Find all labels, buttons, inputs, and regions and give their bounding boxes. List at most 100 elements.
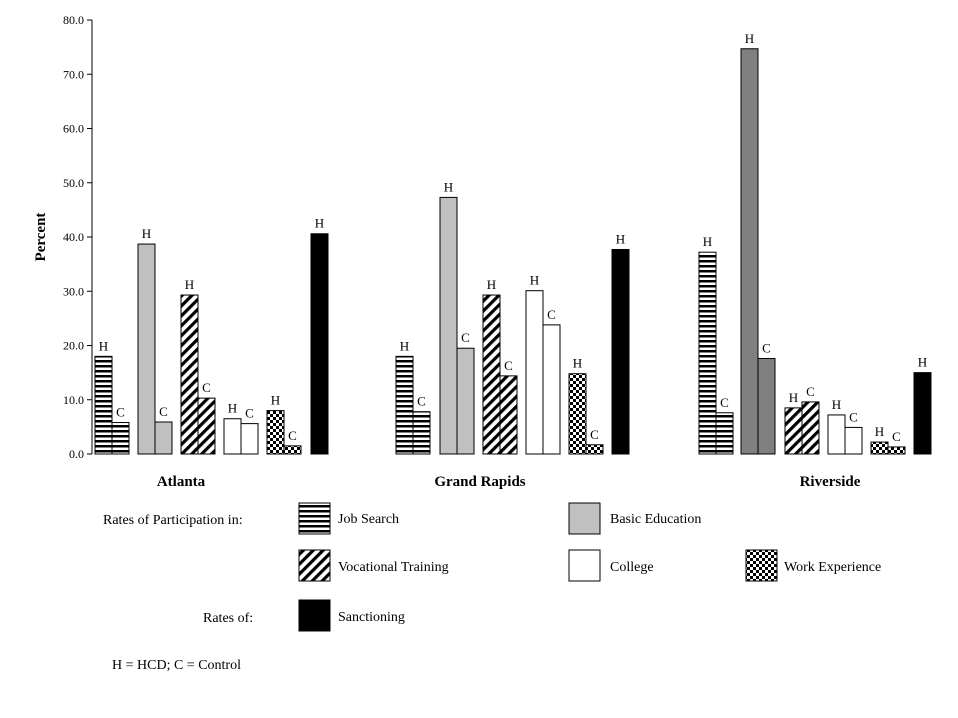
y-tick-label: 50.0 — [63, 176, 84, 190]
bar-tag-label: C — [547, 307, 556, 322]
bar-tag-label: H — [832, 397, 841, 412]
bar-vocational-training-c — [801, 401, 820, 455]
bar-tag-label: H — [616, 231, 625, 246]
bar-tag-label: H — [789, 390, 798, 405]
bar-tag-label: C — [116, 405, 125, 420]
bar-tag-label: H — [530, 273, 539, 288]
bar-tag-label: H — [573, 356, 582, 371]
bar-tag-label: C — [202, 380, 211, 395]
group-labels: Atlanta Grand Rapids Riverside — [157, 474, 861, 490]
bar-tag-label: H — [228, 401, 237, 416]
bar-tag-label: H — [400, 338, 409, 353]
bar-college-c — [240, 423, 259, 455]
bar-tag-label: H — [315, 216, 324, 231]
bar-basic-education-h — [740, 48, 759, 455]
bar-basic-education-h — [137, 243, 156, 455]
group-label: Grand Rapids — [434, 474, 525, 490]
bar-tag-label: C — [159, 404, 168, 419]
bar-college-h — [223, 418, 242, 455]
y-axis-label: Percent — [33, 213, 49, 262]
y-tick-label: 10.0 — [63, 393, 84, 407]
bar-work-experience-c — [585, 444, 604, 455]
legend: Rates of Participation in: Rates of: Job… — [103, 502, 881, 673]
bar-vocational-training-c — [197, 397, 216, 455]
bar-tag-label: H — [142, 226, 151, 241]
bar-tag-label: H — [444, 179, 453, 194]
y-tick-label: 0.0 — [69, 447, 84, 461]
bar-tag-label: H — [99, 338, 108, 353]
bar-tag-label: H — [487, 277, 496, 292]
bar-basic-education-h — [439, 196, 458, 455]
bar-tag-label: C — [806, 384, 815, 399]
legend-swatch-basic-education — [568, 502, 601, 535]
legend-label-college: College — [610, 560, 654, 575]
legend-participation-label: Rates of Participation in: — [103, 513, 243, 528]
bar-sanctioning-h — [913, 372, 932, 455]
bar-basic-education-c — [154, 421, 173, 455]
legend-label-work-experience: Work Experience — [784, 560, 881, 575]
legend-swatch-job-search — [298, 502, 331, 535]
legend-swatch-sanctioning — [298, 599, 331, 632]
group-label: Riverside — [800, 474, 861, 490]
bar-vocational-training-h — [180, 294, 199, 455]
bar-tag-label: C — [245, 406, 254, 421]
bar-college-h — [827, 414, 846, 455]
bar-work-experience-c — [887, 446, 906, 455]
bar-tag-label: C — [417, 394, 426, 409]
legend-swatch-vocational-training — [298, 549, 331, 582]
bar-tag-label: C — [590, 427, 599, 442]
bar-sanctioning-h — [611, 248, 630, 455]
bar-basic-education-c — [456, 347, 475, 455]
group-label: Atlanta — [157, 474, 206, 490]
bar-tag-label: C — [849, 409, 858, 424]
bar-tag-label: H — [703, 234, 712, 249]
bar-tag-label: H — [875, 424, 884, 439]
bar-job-search-c — [111, 422, 130, 455]
bar-job-search-c — [715, 412, 734, 455]
legend-footnote: H = HCD; C = Control — [112, 658, 241, 673]
y-tick-label: 70.0 — [63, 67, 84, 81]
group-grand-rapids: H C H C H C H C H C H — [395, 179, 630, 455]
bar-job-search-c — [412, 411, 431, 455]
bar-work-experience-h — [870, 441, 889, 455]
legend-rates-label: Rates of: — [203, 611, 253, 626]
bar-tag-label: H — [185, 277, 194, 292]
bar-college-c — [542, 324, 561, 455]
bar-work-experience-c — [283, 445, 302, 455]
bar-college-c — [844, 426, 863, 455]
bar-tag-label: H — [745, 31, 754, 46]
legend-label-vocational-training: Vocational Training — [338, 560, 449, 575]
bar-vocational-training-h — [482, 294, 501, 455]
bar-job-search-h — [94, 355, 113, 455]
y-tick-label: 60.0 — [63, 122, 84, 136]
bar-work-experience-h — [266, 410, 285, 455]
bar-job-search-h — [395, 355, 414, 455]
y-tick-label: 20.0 — [63, 339, 84, 353]
bar-tag-label: C — [762, 341, 771, 356]
bar-tag-label: C — [504, 358, 513, 373]
legend-label-sanctioning: Sanctioning — [338, 610, 405, 625]
bar-sanctioning-h — [310, 233, 329, 455]
legend-label-job-search: Job Search — [338, 512, 399, 527]
bar-tag-label: C — [288, 428, 297, 443]
bar-tag-label: C — [720, 395, 729, 410]
y-tick-label: 30.0 — [63, 284, 84, 298]
bar-basic-education-c — [757, 358, 776, 455]
bar-job-search-h — [698, 251, 717, 455]
bar-tag-label: C — [461, 330, 470, 345]
bar-vocational-training-c — [499, 375, 518, 455]
bar-tag-label: H — [918, 355, 927, 370]
legend-swatch-work-experience — [745, 549, 778, 582]
y-axis: 0.0 10.0 20.0 30.0 40.0 50.0 60.0 70.0 80.0 — [63, 13, 93, 461]
bar-college-h — [525, 290, 544, 455]
bar-vocational-training-h — [784, 407, 803, 455]
legend-swatch-college — [568, 549, 601, 582]
bar-tag-label: H — [271, 393, 280, 408]
y-tick-label: 40.0 — [63, 230, 84, 244]
legend-label-basic-education: Basic Education — [610, 512, 701, 527]
bar-work-experience-h — [568, 373, 587, 455]
